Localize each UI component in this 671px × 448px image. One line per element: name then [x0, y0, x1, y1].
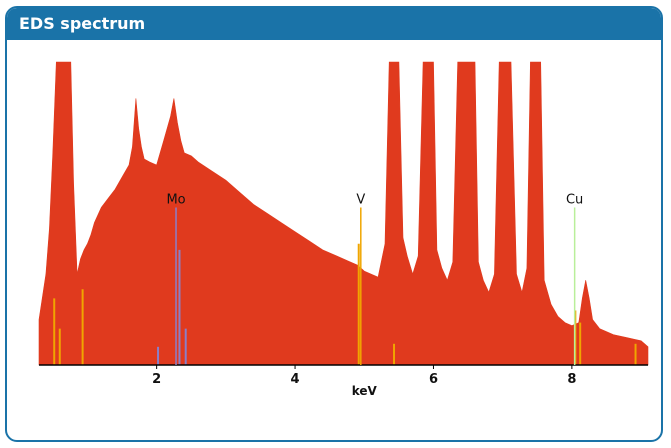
x-tick-label-2: 2: [152, 372, 161, 387]
x-tick-label-6: 6: [429, 372, 438, 387]
x-tick-label-8: 8: [567, 372, 576, 387]
plot-area: [38, 61, 649, 366]
marker-label-v: V: [356, 192, 365, 207]
x-axis-title: keV: [352, 384, 378, 398]
marker-label-mo: Mo: [166, 192, 185, 207]
x-tick-label-4: 4: [291, 372, 300, 387]
x-axis: 2 4 6 8 keV: [39, 364, 648, 398]
element-markers: Mo V Cu: [166, 192, 583, 365]
marker-label-cu: Cu: [566, 192, 583, 207]
panel-title: EDS spectrum: [7, 8, 661, 40]
spectrum-area: [38, 61, 649, 366]
eds-spectrum-chart: 2 4 6 8 keV Mo V Cu: [38, 61, 649, 398]
eds-spectrum-panel: EDS spectrum 2 4 6 8 keV Mo V Cu: [5, 6, 663, 442]
